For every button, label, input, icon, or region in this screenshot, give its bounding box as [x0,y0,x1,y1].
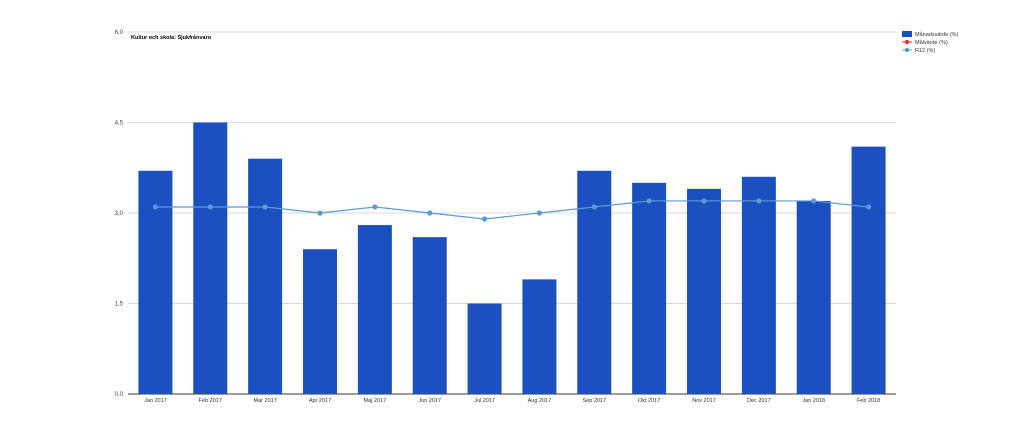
r12-point[interactable] [317,210,323,216]
chart-title: Kultur och skola: Sjukfrånvaro [131,34,212,41]
x-tick-label: Jan 2017 [144,398,167,404]
x-tick-label: Feb 2018 [857,398,880,404]
r12-point[interactable] [591,204,597,210]
y-tick-label: 4,5 [115,121,124,127]
bar[interactable] [741,176,776,394]
bar[interactable] [796,200,831,394]
x-tick-label: Okt 2017 [638,398,660,404]
r12-point[interactable] [536,210,543,216]
legend-swatch-marker [904,39,910,45]
legend-label[interactable]: Målvärde (%) [915,39,948,46]
r12-point[interactable] [811,198,817,204]
line-series [152,198,872,222]
x-tick-label: Jun 2017 [418,398,441,404]
bar[interactable] [632,182,667,394]
r12-point[interactable] [372,204,378,210]
bar[interactable] [303,249,337,394]
legend: Månadsvärde (%)Målvärde (%) R12 (%) [902,31,959,54]
legend-label[interactable]: R12 (%) [915,48,935,54]
x-tick-label: Apr 2017 [309,398,331,404]
r12-point[interactable] [427,210,433,216]
x-tick-label: Sep 2017 [583,398,607,404]
x-tick-label: Jan 2018 [802,398,825,404]
bar[interactable] [138,170,173,394]
bar[interactable] [687,188,721,394]
y-tick-label: 3,0 [115,211,124,217]
bar[interactable] [851,146,886,394]
r12-point[interactable] [646,198,652,204]
r12-point[interactable] [152,204,159,210]
y-tick-labels: 0,0 1,5 3,0 4,5 6,0 [115,30,124,398]
r12-point[interactable] [756,198,762,204]
x-tick-label: Jul 2017 [474,398,495,404]
y-tick-label: 0,0 [115,392,124,398]
legend-swatch-bar [902,31,912,37]
grid-layer [128,31,896,395]
bar[interactable] [193,122,228,395]
legend-swatch-marker [904,47,910,53]
x-tick-label: Mar 2017 [254,398,277,404]
r12-point[interactable] [481,216,488,222]
bar[interactable] [467,303,502,395]
x-tick-label: Aug 2017 [528,398,552,404]
bar[interactable] [248,158,283,394]
r12-point[interactable] [262,204,268,210]
legend-label[interactable]: Månadsvärde (%) [915,31,959,38]
x-tick-label: Nov 2017 [692,398,716,404]
r12-point[interactable] [865,204,872,210]
x-tick-label: Dec 2017 [747,398,771,404]
x-tick-label: Feb 2017 [199,398,222,404]
r12-line [155,200,869,220]
bar-series [138,122,886,395]
y-tick-label: 1,5 [115,302,124,308]
r12-point[interactable] [701,198,707,204]
bar[interactable] [412,237,447,394]
r12-point[interactable] [207,204,213,210]
x-tick-labels: Jan 2017 Feb 2017 Mar 2017 Apr 2017 Maj 2017… [144,398,880,404]
bar[interactable] [522,279,557,394]
bar[interactable] [357,225,392,394]
bar[interactable] [577,170,612,394]
x-tick-label: Maj 2017 [364,398,387,404]
y-tick-label: 6,0 [115,30,124,36]
